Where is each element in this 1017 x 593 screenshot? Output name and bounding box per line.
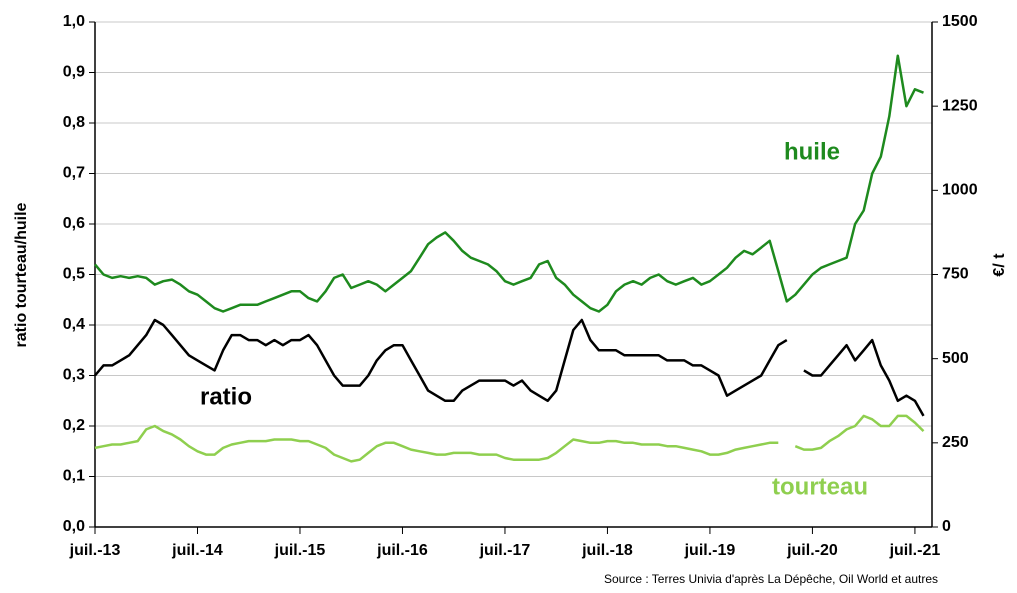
series-label: ratio <box>200 383 252 410</box>
y-tick-label: 0,8 <box>63 114 85 131</box>
y2-tick-label: 250 <box>942 434 969 451</box>
x-tick-label: juil.-21 <box>889 542 941 559</box>
series-label: tourteau <box>772 473 868 500</box>
y-tick-label: 0,9 <box>63 64 85 81</box>
x-tick-label: juil.-20 <box>786 542 838 559</box>
y-tick-label: 0,7 <box>63 165 85 182</box>
y2-tick-label: 0 <box>942 518 951 535</box>
x-tick-label: juil.-16 <box>376 542 428 559</box>
x-tick-label: juil.-15 <box>274 542 326 559</box>
x-tick-label: juil.-19 <box>684 542 736 559</box>
x-tick-label: juil.-14 <box>171 542 223 559</box>
series-line <box>94 54 924 313</box>
y-tick-label: 0,6 <box>63 215 85 232</box>
y-tick-label: 0,4 <box>63 316 85 333</box>
y-tick-label: 0,2 <box>63 417 85 434</box>
y2-tick-label: 1000 <box>942 182 978 199</box>
source-note: Source : Terres Univia d'après La Dépêch… <box>604 572 938 586</box>
y-tick-label: 0,1 <box>63 468 85 485</box>
y-tick-label: 1,0 <box>63 13 85 30</box>
y-tick-label: 0,5 <box>63 266 85 283</box>
x-tick-label: juil.-13 <box>69 542 121 559</box>
series-line <box>94 318 925 417</box>
x-tick-label: juil.-18 <box>581 542 633 559</box>
y2-axis-label: €/ t <box>991 253 1008 277</box>
series-label: huile <box>784 138 840 165</box>
y2-tick-label: 750 <box>942 266 969 283</box>
y2-tick-label: 1500 <box>942 13 978 30</box>
y-tick-label: 0,3 <box>63 367 85 384</box>
y2-tick-label: 500 <box>942 350 969 367</box>
y2-tick-label: 1250 <box>942 97 978 114</box>
y-axis-label: ratio tourteau/huile <box>13 202 30 347</box>
series-line <box>94 414 925 463</box>
x-tick-label: juil.-17 <box>479 542 531 559</box>
y-tick-label: 0,0 <box>63 518 85 535</box>
